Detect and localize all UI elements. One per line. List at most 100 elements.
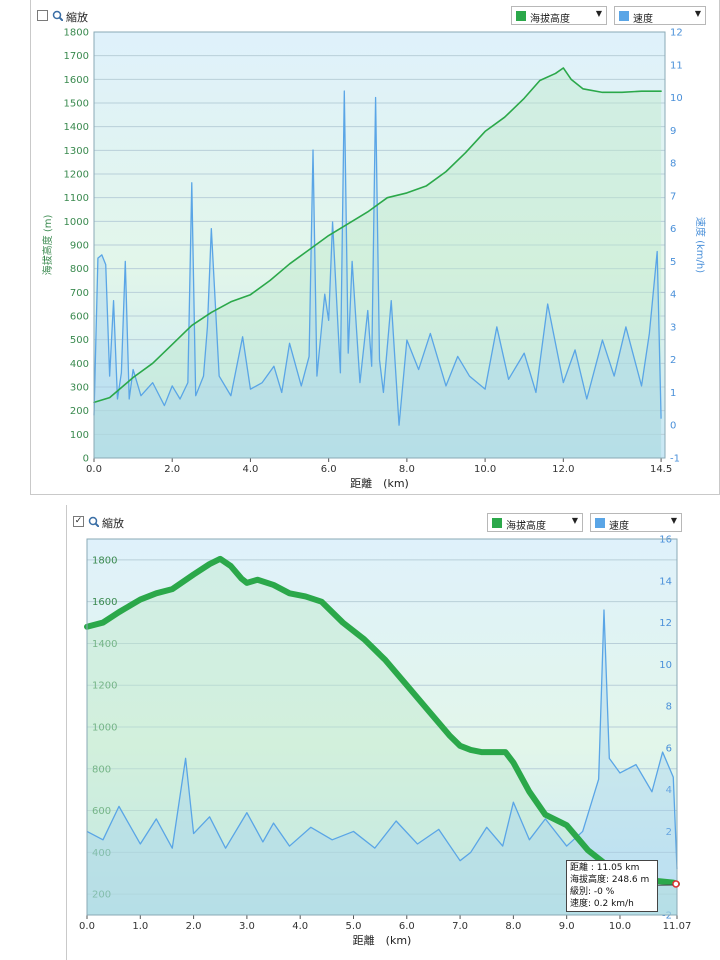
- right-tick-label: 1: [670, 388, 676, 399]
- elevation-speed-chart-2[interactable]: 200 400 600 800 1000 1200 1400 1600 1800 -2 2 4 6 8 10…: [67, 505, 720, 960]
- x-tick-label: 6.0: [321, 464, 337, 475]
- left-tick-label: 1400: [64, 122, 89, 133]
- left-tick-label: 900: [70, 241, 89, 252]
- left-tick-label: 1800: [92, 555, 117, 566]
- series1-swatch: [516, 11, 526, 21]
- right-tick-label: 6: [670, 224, 676, 235]
- left-tick-label: 1100: [64, 193, 89, 204]
- zoom-label: 縮放: [102, 517, 124, 530]
- series2-select[interactable]: 速度 ▼: [614, 6, 706, 25]
- x-tick-label: 8.0: [399, 464, 415, 475]
- x-axis-label: 距離 (km): [353, 933, 412, 947]
- series1-swatch: [492, 518, 502, 528]
- plot-frame: [93, 31, 666, 459]
- right-tick-label: 2: [666, 827, 672, 838]
- tooltip-elevation: 海拔高度: 248.6 m: [570, 875, 650, 885]
- left-tick-label: 1200: [92, 681, 117, 692]
- right-tick-label: 11: [670, 60, 683, 71]
- right-tick-label: 4: [666, 785, 672, 796]
- left-tick-label: 200: [70, 406, 89, 417]
- right-tick-label: 6: [666, 743, 672, 754]
- x-tick-label: 0.0: [79, 921, 95, 932]
- left-tick-label: 400: [92, 848, 111, 859]
- right-tick-label: 10: [659, 660, 672, 671]
- x-tick-label: 11.07: [663, 921, 692, 932]
- speed-series-line: [93, 90, 662, 426]
- x-tick-label: 3.0: [239, 921, 255, 932]
- series1-select-label: 海拔高度: [506, 521, 546, 532]
- left-tick-label: 600: [92, 806, 111, 817]
- chevron-down-icon: ▼: [694, 9, 701, 18]
- left-tick-label: 1700: [64, 51, 89, 62]
- left-tick-label: 600: [70, 312, 89, 323]
- zoom-checkbox[interactable]: ✓: [73, 516, 84, 527]
- zoom-label: 縮放: [66, 11, 88, 24]
- series2-swatch: [595, 518, 605, 528]
- zoom-checkbox[interactable]: [37, 10, 48, 21]
- series2-swatch: [619, 11, 629, 21]
- elevation-area: [87, 558, 677, 915]
- right-tick-label: 12: [659, 618, 672, 629]
- right-tick-label: -2: [662, 911, 672, 922]
- plot-frame: [86, 538, 678, 916]
- cursor-marker: [672, 880, 680, 888]
- elevation-series-line: [93, 67, 662, 404]
- x-tick-label: 12.0: [552, 464, 574, 475]
- left-tick-label: 1000: [92, 723, 117, 734]
- left-tick-label: 0: [83, 454, 89, 465]
- tooltip-speed: 速度: 0.2 km/h: [570, 899, 634, 909]
- elevation-series-line: [84, 555, 680, 887]
- x-tick-label: 10.0: [474, 464, 496, 475]
- series1-select[interactable]: 海拔高度 ▼: [511, 6, 607, 25]
- left-tick-label: 1800: [64, 28, 89, 39]
- tooltip-grade: 級別: -0 %: [570, 887, 615, 897]
- right-tick-label: 4: [670, 290, 676, 301]
- x-tick-label: 8.0: [505, 921, 521, 932]
- speed-area: [94, 90, 662, 458]
- elevation-speed-chart-1[interactable]: 0100200300400500600700800900100011001200…: [31, 0, 720, 495]
- left-tick-label: 1600: [92, 597, 117, 608]
- series2-select[interactable]: 速度 ▼: [590, 513, 682, 532]
- x-tick-label: 14.5: [650, 464, 672, 475]
- right-tick-label: 0: [670, 421, 676, 432]
- speed-series-line: [86, 609, 678, 870]
- right-tick-label: 8: [666, 702, 672, 713]
- elevation-speed-chart-panel-2: ✓ 縮放 海拔高度 ▼ 速度 ▼ 200 400 600 800 1000 1200 140…: [66, 505, 720, 960]
- left-tick-label: 1500: [64, 99, 89, 110]
- hover-tooltip: 距離 : 11.05 km 海拔高度: 248.6 m 級別: -0 % 速度:…: [566, 860, 658, 912]
- right-tick-label: 7: [670, 191, 676, 202]
- left-tick-label: 1000: [64, 217, 89, 228]
- right-axis-label: 速度 (km/h): [694, 217, 707, 273]
- x-tick-label: 5.0: [346, 921, 362, 932]
- left-tick-label: 700: [70, 288, 89, 299]
- x-tick-label: 4.0: [292, 921, 308, 932]
- x-tick-label: 9.0: [559, 921, 575, 932]
- left-tick-label: 100: [70, 430, 89, 441]
- series1-select-label: 海拔高度: [530, 14, 570, 25]
- left-tick-label: 200: [92, 890, 111, 901]
- x-tick-label: 4.0: [242, 464, 258, 475]
- magnifier-icon: [52, 10, 63, 21]
- speed-area: [87, 610, 677, 915]
- left-tick-label: 1200: [64, 170, 89, 181]
- chevron-down-icon: ▼: [670, 516, 677, 525]
- left-axis-label: 海拔高度 (m): [41, 215, 54, 276]
- elevation-speed-chart-panel-1: 縮放 海拔高度 ▼ 速度 ▼ 0 100 200 300 400 500 600 700 800…: [30, 0, 720, 495]
- series2-select-label: 速度: [633, 14, 653, 25]
- x-tick-label: 0.0: [86, 464, 102, 475]
- x-tick-label: 6.0: [399, 921, 415, 932]
- right-tick-label: 9: [670, 126, 676, 137]
- series2-select-label: 速度: [609, 521, 629, 532]
- tooltip-distance: 距離 : 11.05 km: [570, 863, 640, 873]
- right-tick-label: 8: [670, 159, 676, 170]
- left-tick-label: 400: [70, 359, 89, 370]
- x-axis-label: 距離 (km): [350, 476, 409, 490]
- left-tick-label: 1400: [92, 639, 117, 650]
- chart-toolbar: ✓ 縮放 海拔高度 ▼ 速度 ▼: [67, 505, 720, 533]
- chevron-down-icon: ▼: [571, 516, 578, 525]
- left-tick-label: 1600: [64, 75, 89, 86]
- x-tick-label: 10.0: [609, 921, 631, 932]
- magnifier-icon: [88, 516, 99, 527]
- left-tick-label: 300: [70, 383, 89, 394]
- series1-select[interactable]: 海拔高度 ▼: [487, 513, 583, 532]
